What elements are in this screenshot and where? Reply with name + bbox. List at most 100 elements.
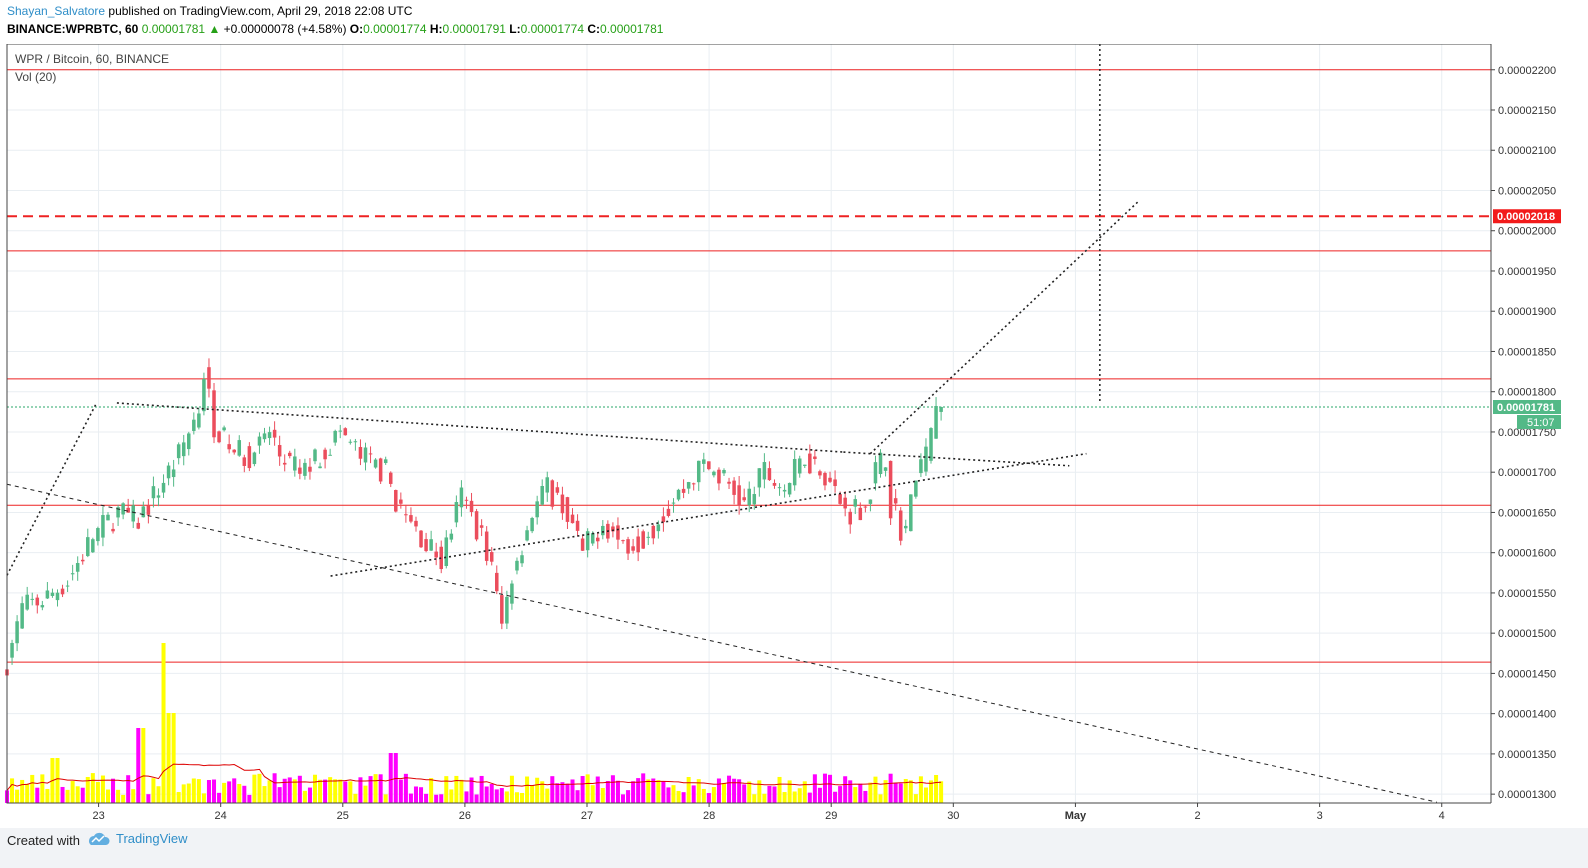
volume-bar xyxy=(131,789,136,803)
volume-bar xyxy=(181,784,186,803)
candle-body xyxy=(873,462,878,484)
volume-bar xyxy=(848,780,853,803)
candle-body xyxy=(10,642,14,658)
candle-body xyxy=(838,494,842,504)
price-tick-label: 0.00001750 xyxy=(1498,427,1556,439)
price-tick-label: 0.00002100 xyxy=(1498,145,1556,157)
volume-bar xyxy=(318,779,323,803)
time-tick-label: 27 xyxy=(581,810,593,822)
volume-bar xyxy=(509,775,514,803)
chart-area[interactable]: 0.00001300 0.00001350 0.00001400 0.00001450… xyxy=(0,44,1588,828)
candle-body xyxy=(126,507,130,513)
volume-bar xyxy=(843,776,848,803)
trendline xyxy=(869,200,1140,455)
volume-bar xyxy=(242,785,247,803)
candle-body xyxy=(293,456,297,471)
candle-body xyxy=(797,458,802,474)
candle-body xyxy=(449,533,454,540)
candle-body xyxy=(585,531,590,551)
candle-body xyxy=(712,471,716,476)
candle-body xyxy=(333,430,337,443)
volume-bar xyxy=(161,643,166,803)
volume-ma-line xyxy=(6,763,942,791)
candle-body xyxy=(833,479,837,487)
volume-bar xyxy=(378,774,383,803)
candle-body xyxy=(282,462,287,465)
author-link[interactable]: Shayan_Salvatore xyxy=(7,4,106,18)
candle-body xyxy=(318,466,322,469)
candle-body xyxy=(197,413,201,428)
last-price-label: 0.00001781 xyxy=(1497,402,1555,414)
candle-body xyxy=(681,488,686,493)
time-tick-label: 3 xyxy=(1317,810,1323,822)
candle-body xyxy=(934,405,938,439)
candle-body xyxy=(414,520,418,527)
volume-bar xyxy=(585,774,590,803)
volume-bar xyxy=(575,790,580,803)
created-with-text: Created with xyxy=(7,833,80,848)
candle-body xyxy=(40,605,45,608)
volume-bar xyxy=(464,791,469,803)
price-tick-label: 0.00001650 xyxy=(1498,507,1556,519)
volume-bar xyxy=(772,786,777,803)
volume-bar xyxy=(742,784,747,803)
price-tick-label: 0.00002150 xyxy=(1498,105,1556,117)
candle-body xyxy=(20,603,24,629)
candle-body xyxy=(888,460,893,519)
candle-body xyxy=(15,621,19,644)
price-chart[interactable]: 0.00001300 0.00001350 0.00001400 0.00001450… xyxy=(0,44,1588,828)
price-tick-label: 0.00002000 xyxy=(1498,226,1556,238)
volume-bar xyxy=(20,779,25,803)
volume-bar xyxy=(227,781,232,803)
change-value: +0.00000078 (+4.58%) xyxy=(223,22,347,36)
candle-body xyxy=(247,446,252,469)
volume-bar xyxy=(368,776,373,803)
candle-body xyxy=(454,502,459,523)
volume-bar xyxy=(858,783,863,803)
volume-bar xyxy=(489,784,494,803)
volume-bar xyxy=(136,728,141,803)
volume-bar xyxy=(267,780,272,803)
volume-bar xyxy=(928,780,934,803)
candle-body xyxy=(101,515,105,538)
volume-bar xyxy=(504,791,509,803)
candle-body xyxy=(772,482,777,486)
volume-bar xyxy=(25,783,30,803)
candle-body xyxy=(782,489,787,492)
volume-bar xyxy=(156,786,161,803)
volume-bar xyxy=(671,785,676,803)
candle-body xyxy=(424,539,428,552)
price-tick-label: 0.00001800 xyxy=(1498,387,1556,399)
volume-bar xyxy=(323,779,328,803)
price-tick-label: 0.00001400 xyxy=(1498,709,1556,721)
volume-bar xyxy=(111,778,116,803)
axes: 0.00001300 0.00001350 0.00001400 0.00001450… xyxy=(6,44,1588,828)
volume-bar xyxy=(646,779,651,803)
volume-bar xyxy=(40,774,45,803)
price-tick-label: 0.00002050 xyxy=(1498,185,1556,197)
candle-body xyxy=(358,446,363,459)
candle-body xyxy=(479,525,484,528)
volume-bar xyxy=(661,781,666,803)
candle-body xyxy=(762,462,767,480)
candle-body xyxy=(823,472,827,486)
volume-bar xyxy=(822,773,827,803)
candle-body xyxy=(818,471,822,476)
grid xyxy=(7,44,1491,803)
candle-body xyxy=(545,477,550,493)
time-tick-label: May xyxy=(1065,810,1087,822)
volume-bar xyxy=(100,775,105,803)
candle-body xyxy=(353,441,358,443)
candle-body xyxy=(131,505,135,522)
published-text: published on TradingView.com, April 29, … xyxy=(105,4,413,18)
volume-bar xyxy=(873,776,878,803)
volume-bars xyxy=(4,643,944,803)
volume-bar xyxy=(338,779,343,803)
volume-bar xyxy=(484,786,489,803)
volume-bar xyxy=(105,789,110,803)
volume-bar xyxy=(35,787,40,803)
candle-body xyxy=(515,560,519,571)
price-tick-label: 0.00001700 xyxy=(1498,467,1556,479)
low-value: 0.00001774 xyxy=(520,22,585,36)
tradingview-brand[interactable]: TradingView xyxy=(86,831,188,846)
